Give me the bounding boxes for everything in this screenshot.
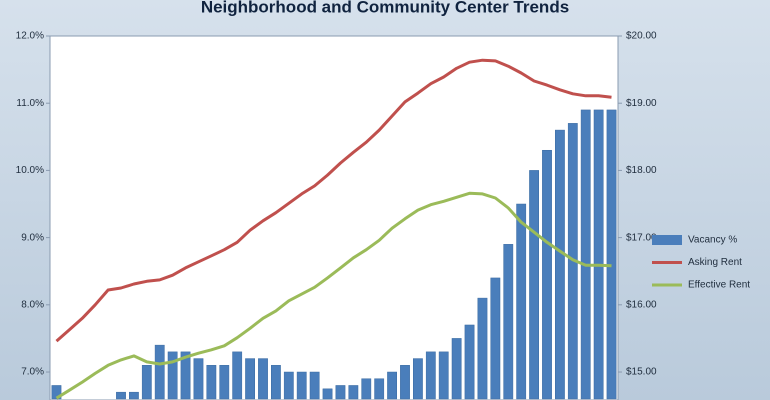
bar bbox=[451, 338, 462, 400]
y-tick-label: 12.0% bbox=[16, 31, 44, 42]
bar bbox=[232, 351, 243, 400]
bar bbox=[141, 365, 152, 400]
y2-tick-label: $17.00 bbox=[626, 232, 657, 243]
y-tick-label: 8.0% bbox=[21, 299, 44, 310]
bar bbox=[271, 365, 281, 400]
bar bbox=[516, 203, 527, 400]
bar bbox=[154, 344, 165, 400]
bar bbox=[400, 365, 410, 400]
bar bbox=[529, 170, 539, 400]
bar bbox=[477, 297, 488, 400]
legend-swatch bbox=[652, 235, 682, 245]
bar bbox=[180, 351, 191, 400]
bar bbox=[374, 378, 385, 400]
bar bbox=[606, 109, 617, 400]
bar bbox=[309, 371, 320, 400]
bar bbox=[245, 358, 255, 400]
bar bbox=[580, 109, 591, 400]
bar bbox=[129, 391, 139, 400]
bar bbox=[438, 351, 449, 400]
bar bbox=[387, 371, 397, 400]
bar bbox=[361, 378, 372, 400]
line bbox=[55, 191, 612, 400]
bar bbox=[593, 109, 604, 400]
y-tick-label: 7.0% bbox=[21, 367, 44, 378]
chart-title: Neighborhood and Community Center Trends bbox=[201, 0, 569, 16]
bar bbox=[555, 129, 565, 400]
y2-tick-label: $18.00 bbox=[626, 165, 657, 176]
bar bbox=[413, 358, 423, 400]
bar bbox=[219, 365, 230, 400]
bar bbox=[116, 391, 126, 400]
bar bbox=[348, 385, 359, 400]
line bbox=[55, 58, 612, 343]
bar bbox=[464, 324, 475, 400]
y-tick-label: 10.0% bbox=[16, 165, 44, 176]
bar bbox=[503, 244, 514, 400]
bar bbox=[167, 351, 178, 400]
bar bbox=[51, 385, 62, 400]
bar bbox=[296, 371, 307, 400]
bar bbox=[542, 149, 552, 400]
bar bbox=[206, 365, 217, 400]
y-tick-label: 9.0% bbox=[21, 232, 44, 243]
legend-label: Asking Rent bbox=[688, 257, 742, 268]
bar bbox=[490, 277, 501, 400]
y2-tick-label: $19.00 bbox=[626, 98, 657, 109]
legend-label: Vacancy % bbox=[688, 235, 737, 246]
bar bbox=[425, 351, 436, 400]
y2-tick-label: $15.00 bbox=[626, 367, 657, 378]
bar bbox=[322, 388, 333, 400]
y2-tick-label: $16.00 bbox=[626, 299, 657, 310]
y2-tick-label: $20.00 bbox=[626, 31, 657, 42]
bar bbox=[335, 385, 346, 400]
legend-label: Effective Rent bbox=[688, 280, 750, 291]
bar bbox=[283, 371, 294, 400]
bar bbox=[258, 358, 268, 400]
bar bbox=[193, 358, 204, 400]
y-tick-label: 11.0% bbox=[16, 98, 44, 109]
